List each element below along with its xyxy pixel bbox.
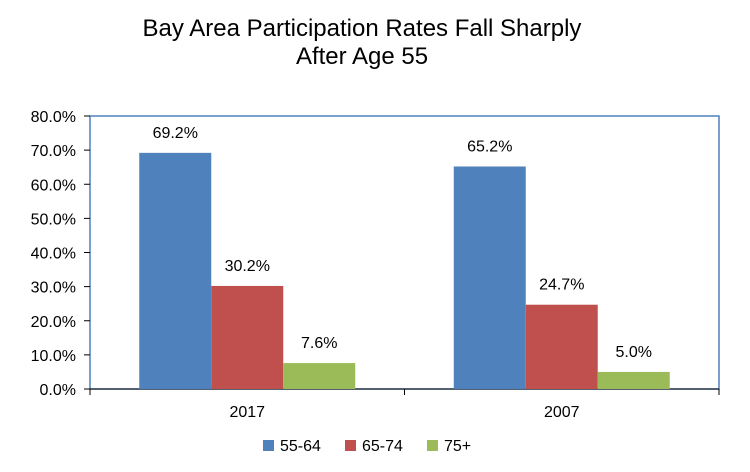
- chart-title-line-1: Bay Area Participation Rates Fall Sharpl…: [143, 15, 582, 42]
- legend: 55-64 65-74 75+: [263, 438, 471, 455]
- y-tick-label: 60.0%: [31, 177, 76, 194]
- bar: [139, 152, 212, 389]
- data-label: 69.2%: [153, 125, 198, 142]
- chart-title-line-2: After Age 55: [296, 43, 428, 70]
- data-label: 24.7%: [539, 277, 584, 294]
- y-tick-label: 0.0%: [40, 382, 76, 399]
- x-tick-label: 2007: [544, 404, 580, 421]
- y-tick-label: 30.0%: [31, 280, 76, 297]
- y-tick-label: 50.0%: [31, 211, 76, 228]
- bar: [525, 304, 598, 389]
- y-tick-label: 20.0%: [31, 314, 76, 331]
- legend-swatch: [427, 440, 438, 451]
- legend-label: 55-64: [280, 438, 321, 455]
- bar: [597, 371, 670, 389]
- legend-swatch: [263, 440, 274, 451]
- legend-swatch: [345, 440, 356, 451]
- data-label: 30.2%: [225, 258, 270, 275]
- y-tick-label: 80.0%: [31, 109, 76, 126]
- data-label: 7.6%: [301, 335, 337, 352]
- bar: [283, 363, 356, 389]
- plot-area: 0.0% 10.0% 20.0% 30.0% 40.0% 50.0% 60.0% 70.0% 8…: [31, 109, 720, 421]
- x-tick-label: 2017: [229, 404, 265, 421]
- bar: [211, 285, 284, 389]
- legend-label: 75+: [444, 438, 471, 455]
- bar: [453, 166, 526, 389]
- legend-label: 65-74: [362, 438, 403, 455]
- y-tick-label: 70.0%: [31, 143, 76, 160]
- y-tick-label: 40.0%: [31, 246, 76, 263]
- y-tick-label: 10.0%: [31, 348, 76, 365]
- data-label: 65.2%: [467, 139, 512, 156]
- data-label: 5.0%: [616, 344, 652, 361]
